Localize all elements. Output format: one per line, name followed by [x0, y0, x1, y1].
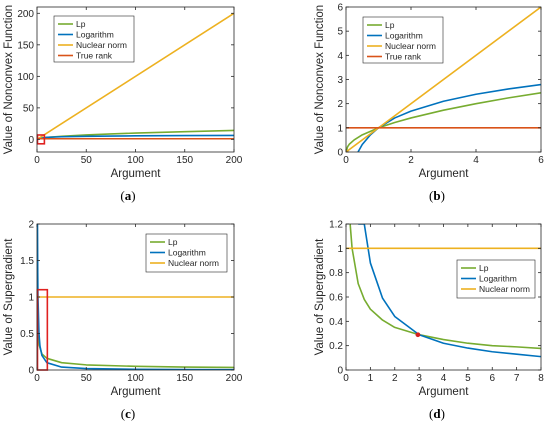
- legend-entry: Nuclear norm: [479, 284, 530, 294]
- x-tick-label: 100: [127, 373, 144, 384]
- legend-entry: Nuclear norm: [385, 41, 436, 51]
- x-tick-label: 2: [392, 373, 398, 384]
- y-tick-label: 3: [337, 75, 343, 86]
- series-line-nuclear-norm: [37, 12, 234, 141]
- legend-entry: Nuclear norm: [76, 40, 127, 50]
- y-axis-label: Value of Nonconvex Function: [3, 5, 15, 154]
- chart-panel-c: 0 50 100 150 200 0 0.5 1 1.5 2 Argument Value of Su…: [3, 220, 243, 422]
- y-axis-label: Value of Supergradient: [314, 238, 326, 356]
- y-tick-label: 0.8: [329, 268, 343, 279]
- intersection-marker: [415, 332, 421, 338]
- panel-caption: (a): [120, 188, 135, 203]
- panel-caption: (d): [429, 406, 445, 421]
- panel-caption: (b): [429, 188, 445, 203]
- x-tick-label: 50: [81, 155, 93, 166]
- y-tick-label: 0: [28, 366, 34, 377]
- y-tick-label: 150: [17, 40, 34, 51]
- legend-entry: Lp: [168, 237, 178, 247]
- x-tick-label: 6: [538, 155, 544, 166]
- y-tick-label: 0: [28, 135, 34, 146]
- y-axis-label: Value of Nonconvex Function: [314, 5, 326, 154]
- legend-entry: Lp: [385, 20, 395, 30]
- y-tick-label: 0: [337, 366, 343, 377]
- x-axis-label: Argument: [419, 386, 470, 398]
- x-tick-label: 6: [489, 373, 495, 384]
- y-tick-label: 0.6: [329, 293, 343, 304]
- legend-entry: Lp: [479, 263, 489, 273]
- x-tick-label: 4: [473, 155, 479, 166]
- y-tick-label: 1.2: [329, 220, 343, 231]
- y-tick-label: 1: [337, 123, 343, 134]
- y-tick-label: 2: [337, 99, 343, 110]
- x-tick-label: 4: [441, 373, 447, 384]
- x-tick-label: 3: [416, 373, 422, 384]
- series-line-logarithm: [358, 224, 541, 358]
- x-tick-label: 2: [408, 155, 414, 166]
- legend-entry: True rank: [385, 52, 422, 62]
- y-axis-label: Value of Supergradient: [3, 238, 15, 356]
- y-tick-label: 0.5: [20, 329, 34, 340]
- legend-entry: Logarithm: [385, 31, 423, 41]
- legend-entry: Lp: [76, 19, 86, 29]
- chart-panel-d: 0 1 2 3 4 5 6 7 8 0 0.2 0.4 0.6 0.8 1 1.2 Argument Value …: [314, 220, 544, 422]
- x-tick-label: 150: [176, 373, 193, 384]
- x-tick-label: 100: [127, 155, 144, 166]
- series-line-lp: [349, 224, 541, 350]
- series-line-lp: [346, 91, 541, 152]
- y-tick-label: 200: [17, 9, 34, 20]
- y-tick-label: 2: [28, 220, 34, 231]
- x-tick-label: 200: [226, 373, 243, 384]
- x-tick-label: 7: [514, 373, 520, 384]
- y-tick-label: 5: [337, 27, 343, 38]
- x-tick-label: 0: [343, 155, 349, 166]
- y-tick-label: 6: [337, 3, 343, 14]
- y-tick-label: 100: [17, 72, 34, 83]
- x-tick-label: 150: [176, 155, 193, 166]
- y-tick-label: 1: [28, 293, 34, 304]
- chart-panel-a: 0 50 100 150 200 0 50 100 150 200 Argument Value of…: [3, 5, 243, 203]
- x-tick-label: 0: [34, 373, 40, 384]
- y-tick-label: 0.2: [329, 341, 343, 352]
- series-line-logarithm: [357, 83, 541, 152]
- x-tick-label: 8: [538, 373, 544, 384]
- y-tick-label: 50: [23, 103, 35, 114]
- x-tick-label: 1: [368, 373, 374, 384]
- x-tick-label: 200: [226, 155, 243, 166]
- panel-caption: (c): [121, 406, 135, 421]
- x-axis-label: Argument: [111, 386, 162, 398]
- x-tick-label: 50: [81, 373, 93, 384]
- y-tick-label: 4: [337, 51, 343, 62]
- x-axis-label: Argument: [111, 168, 162, 180]
- x-tick-label: 0: [343, 373, 349, 384]
- legend-entry: Nuclear norm: [168, 258, 219, 268]
- x-tick-label: 5: [465, 373, 471, 384]
- legend-entry: Logarithm: [168, 248, 206, 258]
- y-tick-label: 1.5: [20, 256, 34, 267]
- legend-entry: True rank: [76, 51, 113, 61]
- y-tick-label: 1: [337, 244, 343, 255]
- y-tick-label: 0: [337, 148, 343, 159]
- legend-entry: Logarithm: [479, 274, 517, 284]
- legend-entry: Logarithm: [76, 30, 114, 40]
- y-tick-label: 0.4: [329, 317, 343, 328]
- chart-panel-b: 0 2 4 6 0 1 2 3 4 5 6 Argument Value of Nonconvex Fu…: [314, 3, 544, 204]
- x-axis-label: Argument: [419, 168, 470, 180]
- x-tick-label: 0: [34, 155, 40, 166]
